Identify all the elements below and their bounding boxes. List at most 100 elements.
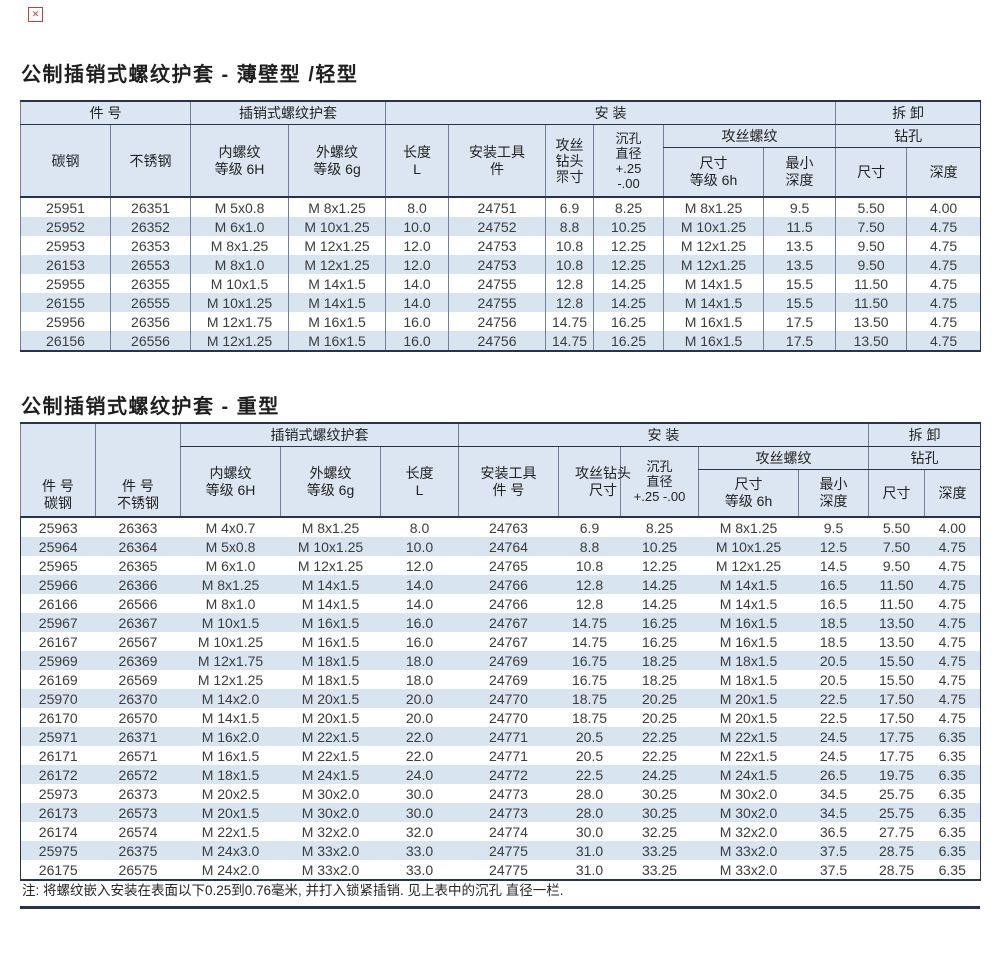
table-cell: 25955: [20, 274, 111, 293]
table-cell: 26375: [118, 842, 158, 859]
bottom-rule: [20, 906, 980, 909]
table-cell: 26353: [109, 236, 191, 255]
table-cell: 14.0: [405, 576, 434, 593]
table-cell: 26367: [118, 614, 158, 631]
col-group-install: 安 装: [385, 101, 836, 125]
table-cell: M 33x2.0: [301, 842, 360, 859]
table-cell: 28.75: [878, 861, 915, 878]
light-type-table-title: 公制插销式螺纹护套 - 薄壁型 /轻型: [21, 64, 359, 86]
table-cell: M 12x1.25: [190, 331, 289, 351]
table-cell: 14.0: [385, 274, 449, 293]
table-cell: 12.8: [545, 293, 594, 312]
table-cell: 13.5: [763, 236, 836, 255]
table-cell: 4.75: [906, 217, 981, 236]
table-cell: 26365: [118, 557, 158, 574]
table-cell: M 10x1.5: [201, 614, 260, 631]
table-cell: 4.75: [938, 595, 966, 612]
table-cell: 26171: [38, 747, 78, 764]
table-cell: 26569: [118, 671, 158, 688]
table-cell: M 16x1.5: [719, 633, 778, 650]
table-cell: M 22x1.5: [301, 728, 360, 745]
table-cell: 6.35: [938, 861, 966, 878]
table-cell: 11.50: [835, 293, 907, 312]
table-cell: M 8x1.25: [201, 576, 260, 593]
group-header-row: 件 号 碳钢 件 号 不锈钢 插销式螺纹护套 安 装 拆 卸: [20, 423, 981, 518]
col-header-internal-thread: 内螺纹 等级 6H: [190, 124, 289, 197]
table-cell: 10.25: [593, 217, 664, 236]
table-cell: 24.5: [819, 747, 848, 764]
table-cell: 11.5: [763, 217, 836, 236]
table-cell: 30.25: [641, 785, 678, 802]
table-cell: 17.5: [763, 331, 836, 351]
table-cell: 26572: [118, 766, 158, 783]
col-group-install: 安 装: [458, 423, 869, 447]
broken-image-icon: ✕: [28, 7, 43, 22]
table-cell: 12.0: [385, 255, 449, 274]
table-cell: 26173: [38, 804, 78, 821]
table-cell: 26174: [38, 823, 78, 840]
table-cell: M 18x1.5: [201, 766, 260, 783]
table-cell: 6.35: [938, 823, 966, 840]
table-row: 26153 26553 M 8x1.0 M 12x1.25 12.0 24753 10.8 1…: [20, 255, 981, 274]
table-cell: 25969: [38, 652, 78, 669]
table-cell: 24755: [448, 274, 546, 293]
table-cell: 26567: [118, 633, 158, 650]
table-cell: 26370: [118, 690, 158, 707]
table-row: 25963 26363 M 4x0.7 M 8x1.25 8.0 24763 6.9 8.25…: [20, 516, 981, 537]
table-cell: 16.0: [385, 312, 449, 331]
table-cell: 26574: [118, 823, 158, 840]
table-cell: 26369: [118, 652, 158, 669]
table-cell: 14.25: [641, 595, 678, 612]
table-row: 26171 26571 M 16x1.5 M 22x1.5 22.0 24771 20.5 2…: [21, 746, 981, 765]
table-cell: M 6x1.0: [205, 557, 256, 574]
table-row: 26167 26567 M 10x1.25 M 16x1.5 16.0 24767 14.7…: [21, 632, 981, 651]
table-cell: 32.25: [641, 823, 678, 840]
table-cell: 26371: [118, 728, 158, 745]
table-cell: 13.50: [878, 633, 915, 650]
col-header-min-depth: 最小 深度: [763, 147, 836, 197]
table-cell: M 12x1.25: [663, 236, 764, 255]
table-cell: 26366: [118, 576, 158, 593]
table-cell: 18.75: [571, 690, 608, 707]
table-cell: 25970: [38, 690, 78, 707]
col-header-carbon-steel: 碳钢: [20, 124, 111, 197]
table-cell: 30.0: [405, 804, 434, 821]
table-row: 25956 26356 M 12x1.75 M 16x1.5 16.0 24756 14.7…: [20, 312, 981, 331]
table-row: 25969 26369 M 12x1.75 M 18x1.5 18.0 24769 16.7…: [20, 651, 981, 670]
table-cell: 17.5: [763, 312, 836, 331]
table-cell: 22.25: [641, 747, 678, 764]
table-cell: 28.75: [878, 842, 915, 859]
table-cell: 16.75: [571, 671, 608, 688]
table-cell: M 10x1.25: [190, 293, 289, 312]
table-row: 26155 26555 M 10x1.25 M 14x1.5 14.0 24755 12.8…: [20, 293, 981, 312]
table-cell: 12.25: [641, 557, 678, 574]
table-cell: M 32x2.0: [719, 823, 778, 840]
table-cell: 26575: [118, 861, 158, 878]
table-row: 25964 26364 M 5x0.8 M 10x1.25 10.0 24764 8.8 10…: [20, 537, 981, 556]
table-cell: 4.75: [938, 671, 966, 688]
table-cell: 24756: [448, 312, 546, 331]
table-row: 25975 26375 M 24x3.0 M 33x2.0 33.0 24775 31.0 3…: [20, 841, 981, 860]
table-cell: 13.50: [835, 312, 907, 331]
table-cell: M 10x1.25: [297, 538, 364, 555]
table-cell: 10.8: [545, 255, 594, 274]
table-cell: 20.5: [819, 671, 848, 688]
table-cell: 22.25: [641, 728, 678, 745]
table-cell: 12.5: [819, 538, 848, 555]
col-header-part-no-carbon: 件 号 碳钢: [20, 423, 96, 518]
table-cell: 24752: [448, 217, 546, 236]
table-cell: M 8x1.25: [663, 196, 764, 217]
table-cell: 4.75: [906, 274, 981, 293]
table-cell: 26364: [118, 538, 158, 555]
table-cell: 37.5: [819, 861, 848, 878]
table-cell: 26166: [38, 595, 78, 612]
table-cell: M 16x1.5: [719, 614, 778, 631]
table-cell: M 14x1.5: [288, 293, 386, 312]
table-cell: 26172: [38, 766, 78, 783]
table-cell: M 16x1.5: [301, 633, 360, 650]
table-cell: 15.50: [878, 652, 915, 669]
table-cell: 26153: [20, 255, 111, 274]
table-cell: 4.75: [906, 331, 981, 351]
table-cell: 22.5: [819, 709, 848, 726]
table-cell: M 16x2.0: [201, 728, 260, 745]
